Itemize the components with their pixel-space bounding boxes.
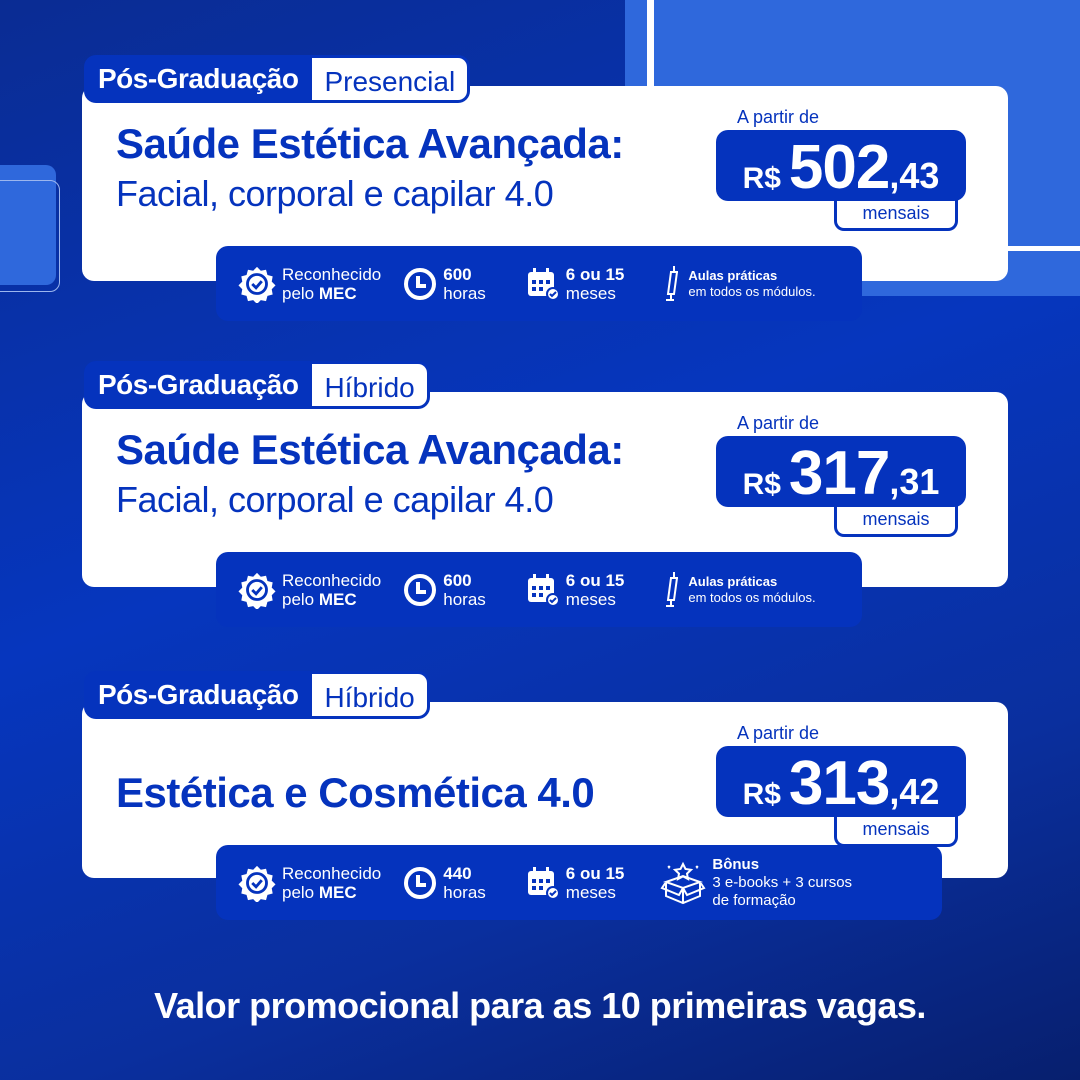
price-period: mensais bbox=[834, 501, 958, 537]
level-tag: Pós-Graduação bbox=[84, 55, 313, 103]
feature-practical-title: Aulas práticas bbox=[688, 267, 778, 283]
price-decimal: ,43 bbox=[889, 155, 940, 196]
modality-tag: Presencial bbox=[312, 55, 471, 103]
course-title: Saúde Estética Avançada: bbox=[116, 120, 624, 167]
hours-label: horas bbox=[443, 283, 486, 303]
features-bar: Reconhecido pelo MEC 600 horas 6 ou 15 mese… bbox=[216, 246, 862, 321]
course-subtitle: Facial, corporal e capilar 4.0 bbox=[116, 479, 554, 520]
hours-label: horas bbox=[443, 589, 486, 609]
calendar-icon bbox=[527, 573, 560, 607]
syringe-icon bbox=[666, 265, 679, 301]
features-bar: Reconhecido pelo MEC 440 horas 6 ou 15 mese… bbox=[216, 845, 942, 920]
price-from-label: A partir de bbox=[737, 723, 820, 743]
decor-outline bbox=[0, 180, 60, 292]
price-from-label: A partir de bbox=[737, 107, 820, 127]
feature-hours: 600 horas bbox=[403, 265, 486, 303]
feature-mec-text: Reconhecido bbox=[282, 863, 382, 883]
feature-mec-text: Reconhecido bbox=[282, 570, 382, 590]
price-integer: 502 bbox=[788, 133, 890, 202]
footer-note: Valor promocional para as 10 primeiras v… bbox=[154, 985, 926, 1026]
features-bar: Reconhecido pelo MEC 600 horas 6 ou 15 mese… bbox=[216, 552, 862, 627]
feature-bonus-text: de formação bbox=[712, 891, 796, 909]
course-title: Estética e Cosmética 4.0 bbox=[116, 769, 595, 816]
feature-mec-text: pelo bbox=[282, 882, 319, 902]
price-from-label: A partir de bbox=[737, 413, 820, 433]
feature-duration: 6 ou 15 meses bbox=[526, 570, 625, 609]
level-tag: Pós-Graduação bbox=[84, 671, 313, 719]
certified-badge-icon bbox=[238, 572, 276, 609]
price-box: R$ 317 ,31 bbox=[716, 436, 966, 508]
feature-mec-bold: MEC bbox=[318, 283, 357, 303]
course-subtitle: Facial, corporal e capilar 4.0 bbox=[116, 173, 554, 214]
feature-mec-bold: MEC bbox=[318, 589, 357, 609]
price-integer: 313 bbox=[788, 749, 890, 818]
hours-value: 600 bbox=[443, 570, 472, 590]
feature-mec-text: Reconhecido bbox=[282, 264, 382, 284]
price-integer: 317 bbox=[788, 439, 890, 508]
feature-mec: Reconhecido pelo MEC bbox=[238, 571, 381, 609]
feature-bonus-text: 3 e-books + 3 cursos bbox=[712, 873, 853, 891]
clock-icon bbox=[404, 267, 437, 300]
duration-value: 6 ou 15 bbox=[565, 863, 625, 883]
modality-tag: Híbrido bbox=[312, 361, 430, 409]
course-title: Saúde Estética Avançada: bbox=[116, 426, 624, 473]
price-decimal: ,42 bbox=[889, 771, 940, 812]
syringe-icon bbox=[666, 571, 679, 607]
clock-icon bbox=[404, 573, 437, 606]
feature-hours: 440 horas bbox=[403, 864, 486, 902]
price-box: R$ 502 ,43 bbox=[716, 130, 966, 202]
hours-value: 600 bbox=[443, 264, 472, 284]
duration-value: 6 ou 15 bbox=[565, 264, 625, 284]
calendar-icon bbox=[527, 866, 560, 900]
certified-badge-icon bbox=[238, 865, 276, 902]
gift-box-icon bbox=[660, 861, 706, 904]
price-currency: R$ bbox=[742, 778, 781, 811]
feature-bonus: Bônus 3 e-books + 3 cursos de formação bbox=[660, 856, 852, 910]
feature-practical-text: em todos os módulos. bbox=[688, 283, 816, 299]
feature-bonus-title: Bônus bbox=[712, 855, 760, 873]
feature-mec-text: pelo bbox=[282, 589, 319, 609]
feature-mec: Reconhecido pelo MEC bbox=[238, 265, 381, 303]
hours-label: horas bbox=[443, 882, 486, 902]
feature-practical-classes: Aulas práticas em todos os módulos. bbox=[660, 570, 816, 610]
hours-value: 440 bbox=[443, 863, 472, 883]
feature-practical-title: Aulas práticas bbox=[688, 573, 778, 589]
course-tag: Pós-Graduação Híbrido bbox=[84, 361, 430, 409]
price-decimal: ,31 bbox=[889, 461, 940, 502]
price-box: R$ 313 ,42 bbox=[716, 746, 966, 818]
duration-label: meses bbox=[565, 283, 616, 303]
certified-badge-icon bbox=[238, 266, 276, 303]
feature-practical-classes: Aulas práticas em todos os módulos. bbox=[660, 264, 816, 304]
feature-mec: Reconhecido pelo MEC bbox=[238, 864, 381, 902]
decor-shape bbox=[0, 165, 56, 285]
price-period: mensais bbox=[834, 195, 958, 231]
price-currency: R$ bbox=[742, 468, 781, 501]
duration-value: 6 ou 15 bbox=[565, 570, 625, 590]
feature-practical-text: em todos os módulos. bbox=[688, 589, 816, 605]
duration-label: meses bbox=[565, 882, 616, 902]
clock-icon bbox=[404, 866, 437, 899]
feature-duration: 6 ou 15 meses bbox=[526, 863, 625, 902]
calendar-icon bbox=[527, 267, 560, 301]
price-period: mensais bbox=[834, 811, 958, 847]
duration-label: meses bbox=[565, 589, 616, 609]
level-tag: Pós-Graduação bbox=[84, 361, 313, 409]
price-currency: R$ bbox=[742, 162, 781, 195]
course-tag: Pós-Graduação Presencial bbox=[84, 55, 471, 103]
feature-hours: 600 horas bbox=[403, 571, 486, 609]
course-tag: Pós-Graduação Híbrido bbox=[84, 671, 430, 719]
feature-duration: 6 ou 15 meses bbox=[526, 264, 625, 303]
feature-mec-text: pelo bbox=[282, 283, 319, 303]
modality-tag: Híbrido bbox=[312, 671, 430, 719]
feature-mec-bold: MEC bbox=[318, 882, 357, 902]
